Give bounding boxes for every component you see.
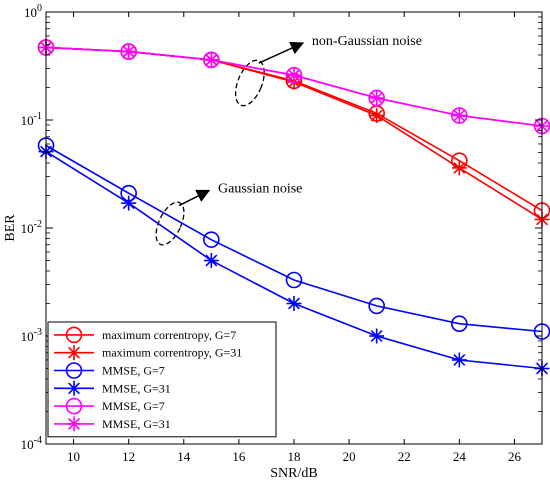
ellipse-non-gaussian [234, 59, 265, 107]
legend-label: MMSE, G=31 [102, 417, 171, 431]
data-point [368, 297, 385, 315]
data-point [369, 90, 385, 106]
legend-label: MMSE, G=7 [102, 364, 165, 378]
y-tick-label: 10-2 [21, 219, 42, 236]
legend-item: maximum correntropy, G=7 [54, 326, 236, 344]
legend-item: maximum correntropy, G=31 [54, 345, 242, 361]
series-4 [38, 144, 550, 377]
legend-box [47, 321, 277, 438]
legend-item: MMSE, G=31 [54, 380, 171, 396]
y-tick-label: 10-1 [21, 111, 42, 128]
series-line [45, 144, 543, 333]
legend-marker [66, 345, 82, 361]
data-point [451, 315, 468, 332]
legend-label: MMSE, G=31 [102, 381, 171, 395]
data-point [286, 67, 302, 83]
y-tick-label: 10-3 [21, 327, 42, 344]
data-point [203, 253, 219, 269]
marker-stroke [68, 346, 80, 359]
marker-stroke [370, 330, 383, 342]
data-point [451, 160, 467, 176]
y-tick-label: 10-4 [21, 435, 42, 452]
data-point [369, 108, 385, 124]
legend-marker [66, 416, 82, 432]
marker-stroke [453, 109, 466, 122]
x-tick-label: 20 [343, 449, 356, 464]
legend-label: MMSE, G=7 [102, 399, 165, 413]
data-point [121, 44, 137, 60]
x-axis-label: SNR/dB [270, 466, 317, 481]
marker-stroke [453, 161, 466, 174]
x-tick-label: 12 [122, 449, 135, 464]
y-tick-label: 100 [24, 3, 42, 20]
data-point [451, 108, 467, 124]
legend-marker [65, 326, 83, 344]
x-tick-label: 18 [288, 449, 301, 464]
data-point [203, 52, 219, 68]
marker-stroke [288, 297, 300, 310]
marker-stroke [288, 69, 300, 82]
marker-stroke [205, 53, 218, 66]
x-tick-label: 16 [232, 449, 246, 464]
marker-stroke [205, 254, 218, 267]
marker-stroke [370, 109, 383, 122]
legend-marker [66, 380, 82, 396]
marker-stroke [453, 353, 466, 366]
x-tick-label: 10 [67, 449, 80, 464]
data-point [286, 295, 302, 311]
data-point [285, 271, 303, 289]
legend-layer: maximum correntropy, G=7 maximum correntr… [47, 321, 277, 438]
x-tick-label: 24 [453, 449, 467, 464]
annotation-non-gaussian: non-Gaussian noise [312, 34, 422, 49]
annotation-gaussian: Gaussian noise [218, 182, 302, 197]
marker-stroke [122, 197, 135, 210]
ellipse-gaussian [155, 201, 185, 246]
marker-stroke [68, 417, 80, 430]
annotations-layer: non-Gaussian noise Gaussian noise [155, 34, 422, 246]
axes-layer: 10 12 14 16 18 20 22 24 26 100 10-1 10-2 10-3 10-4 [21, 3, 543, 464]
legend-marker [65, 362, 83, 379]
data-point [451, 352, 467, 368]
x-tick-label: 14 [177, 449, 191, 464]
legend-label: maximum correntropy, G=31 [102, 346, 242, 360]
marker-stroke [68, 382, 80, 395]
legend-label: maximum correntropy, G=7 [102, 328, 236, 342]
y-axis-label: BER [3, 214, 18, 242]
marker-stroke [122, 45, 135, 58]
arrow-non-gaussian [258, 41, 305, 64]
legend-item: MMSE, G=7 [54, 397, 165, 415]
x-tick-label: 26 [508, 449, 522, 464]
arrow-gaussian [178, 189, 211, 207]
legend-marker [65, 397, 83, 415]
data-point [121, 195, 137, 211]
data-point [369, 328, 385, 344]
x-tick-label: 22 [398, 449, 411, 464]
legend-item: MMSE, G=31 [54, 416, 171, 432]
marker-stroke [370, 91, 383, 104]
data-point [203, 231, 220, 248]
legend-item: MMSE, G=7 [54, 362, 165, 379]
